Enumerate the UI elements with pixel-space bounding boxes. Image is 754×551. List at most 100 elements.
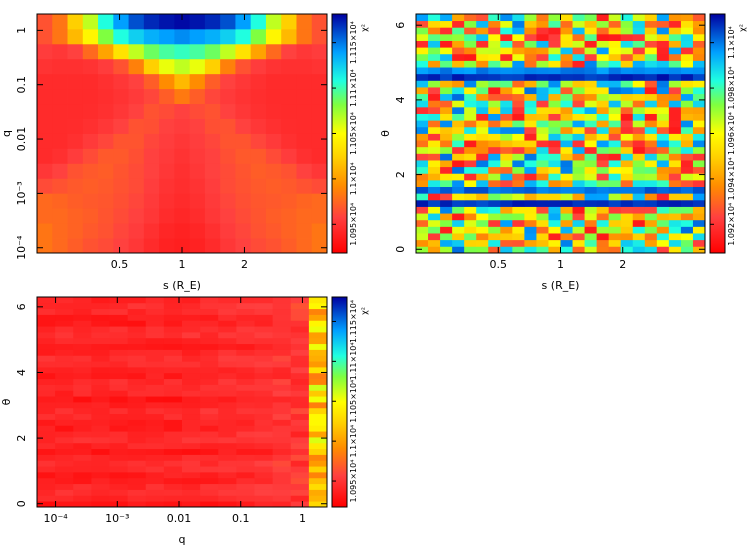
heatmap-cell <box>254 326 274 333</box>
heatmap-cell <box>452 80 465 88</box>
heatmap-cell <box>189 133 206 149</box>
heatmap-cell <box>311 58 328 75</box>
heatmap-cell <box>235 223 252 239</box>
heatmap-cell <box>608 146 622 154</box>
heatmap-cell <box>200 402 219 409</box>
heatmap-cell <box>73 396 92 403</box>
heatmap-cell <box>488 233 501 241</box>
heatmap-cell <box>91 390 110 397</box>
heatmap-cell <box>236 413 255 420</box>
heatmap-cell <box>596 226 610 234</box>
heatmap-cell <box>632 233 646 241</box>
heatmap-cell <box>98 73 114 90</box>
heatmap-cell <box>159 14 175 30</box>
heatmap-cell <box>73 431 92 438</box>
heatmap-cell <box>572 67 585 75</box>
heatmap-cell <box>548 226 561 234</box>
heatmap-cell <box>37 223 53 239</box>
heatmap-cell <box>235 148 252 164</box>
heatmap-cell <box>67 208 84 224</box>
heatmap-cell <box>73 355 92 362</box>
heatmap-cell <box>644 80 658 88</box>
heatmap-cell <box>272 472 292 479</box>
heatmap-cell <box>265 103 282 119</box>
heatmap-cell <box>272 501 292 508</box>
heatmap-cell <box>235 43 252 60</box>
heatmap-cell <box>428 226 441 234</box>
heatmap-cell <box>109 337 129 345</box>
heatmap-cell <box>218 437 237 444</box>
heatmap-cell <box>143 223 160 239</box>
heatmap-cell <box>548 153 561 161</box>
heatmap-cell <box>265 238 282 254</box>
heatmap-cell <box>548 213 561 221</box>
heatmap-cell <box>512 20 525 28</box>
heatmap-cell <box>67 238 84 254</box>
heatmap-cell <box>680 120 694 128</box>
heatmap-cell <box>440 219 453 227</box>
colorbar-tick-label: 1.105×10⁴ <box>349 112 358 155</box>
heatmap-cell <box>159 118 175 134</box>
heatmap-cell <box>512 113 525 121</box>
heatmap-cell <box>254 437 274 444</box>
heatmap-cell <box>109 425 129 432</box>
heatmap-cell <box>680 193 694 201</box>
heatmap-cell <box>620 166 634 174</box>
heatmap-cell <box>668 73 682 81</box>
heatmap-cell <box>512 160 525 168</box>
heatmap-cell <box>584 93 598 101</box>
heatmap-cell <box>127 419 147 426</box>
x-tick-label: 10⁻⁴ <box>43 512 68 525</box>
heatmap-cell <box>620 126 634 134</box>
heatmap-cell <box>464 33 477 41</box>
heatmap-cell <box>668 60 682 68</box>
heatmap-cell <box>596 93 610 101</box>
heatmap-cell <box>608 20 622 28</box>
heatmap-cell <box>416 206 429 214</box>
heatmap-cell <box>37 355 56 362</box>
heatmap-cell <box>608 239 622 247</box>
heatmap-cell <box>174 14 191 30</box>
heatmap-cell <box>127 302 147 310</box>
heatmap-cell <box>52 208 68 224</box>
heatmap-cell <box>668 186 682 194</box>
heatmap-cell <box>55 472 74 479</box>
heatmap-cell <box>109 378 129 385</box>
heatmap-cell <box>416 219 429 227</box>
heatmap-cell <box>608 219 622 227</box>
heatmap-cell <box>236 460 255 467</box>
heatmap-cell <box>572 133 585 141</box>
heatmap-cell <box>308 407 328 415</box>
heatmap-cell <box>668 27 682 35</box>
heatmap-cell <box>52 14 68 30</box>
heatmap-cell <box>250 103 267 119</box>
heatmap-cell <box>265 14 282 30</box>
heatmap-cell <box>200 419 219 426</box>
heatmap-cell <box>464 193 477 201</box>
heatmap-cell <box>608 67 622 75</box>
heatmap-cell <box>128 208 145 224</box>
heatmap-cell <box>67 14 84 30</box>
heatmap-cell <box>250 28 267 45</box>
heatmap-cell <box>182 495 201 502</box>
heatmap-cell <box>500 213 513 221</box>
heatmap-cell <box>143 14 160 30</box>
heatmap-cell <box>159 178 175 194</box>
heatmap-cell <box>143 133 160 149</box>
heatmap-cell <box>536 219 549 227</box>
heatmap-cell <box>416 100 429 108</box>
heatmap-cell <box>488 199 501 207</box>
heatmap-cell <box>182 378 201 385</box>
colorbar-tick-label: 1.092×10⁴ <box>727 203 736 246</box>
heatmap-cell <box>91 460 110 467</box>
heatmap-cell <box>308 431 328 438</box>
heatmap-cell <box>311 178 328 194</box>
heatmap-cell <box>452 246 465 254</box>
heatmap-cell <box>82 223 99 239</box>
heatmap-cell <box>55 355 74 362</box>
heatmap-cell <box>113 43 129 60</box>
plot-frame <box>36 296 328 508</box>
y-tick-label: 10⁻³ <box>15 181 28 205</box>
heatmap-cell <box>159 238 175 254</box>
heatmap-cell <box>91 396 110 403</box>
